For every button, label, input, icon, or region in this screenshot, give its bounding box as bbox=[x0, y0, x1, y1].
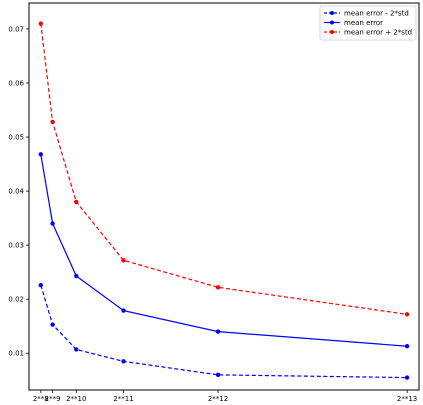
data-point bbox=[404, 375, 410, 380]
x-tick-label: 2**12 bbox=[208, 395, 228, 403]
data-point bbox=[74, 347, 79, 352]
x-axis: 2**82**9 2**10 2**11 2**12 2**13 bbox=[33, 390, 417, 403]
legend-label: mean error + 2*std bbox=[344, 29, 412, 37]
data-point bbox=[50, 322, 55, 327]
data-point bbox=[215, 372, 221, 378]
x-tick-label: 2**10 bbox=[66, 395, 86, 403]
x-tick-label: 2**8 bbox=[33, 395, 49, 403]
plot-frame bbox=[28, 2, 420, 391]
data-point bbox=[38, 152, 44, 157]
data-point bbox=[215, 329, 221, 334]
y-tick-label: 0.04 bbox=[8, 188, 24, 196]
data-point bbox=[50, 221, 55, 226]
series-line bbox=[40, 154, 408, 347]
data-point bbox=[121, 308, 126, 313]
data-point bbox=[404, 312, 410, 317]
data-point bbox=[404, 344, 410, 349]
y-tick-label: 0.05 bbox=[8, 134, 24, 142]
legend-label: mean error - 2*std bbox=[344, 10, 409, 18]
series-1 bbox=[38, 152, 410, 349]
legend-swatch-marker bbox=[330, 30, 334, 34]
series-layer bbox=[38, 21, 410, 380]
legend-box bbox=[319, 5, 417, 41]
data-point bbox=[38, 21, 44, 26]
series-line bbox=[40, 23, 408, 315]
data-point bbox=[50, 119, 55, 125]
y-tick-label: 0.07 bbox=[8, 25, 24, 33]
data-point bbox=[74, 199, 79, 205]
y-axis: 0.01 0.02 0.03 0.04 0.05 0.06 0.07 bbox=[8, 25, 29, 358]
legend-swatch-marker bbox=[330, 20, 334, 25]
legend-label: mean error bbox=[344, 19, 383, 27]
x-tick-label: 2**11 bbox=[113, 395, 133, 403]
series-line bbox=[40, 284, 408, 379]
legend-swatch-marker bbox=[330, 11, 334, 15]
y-tick-label: 0.01 bbox=[8, 350, 24, 358]
data-point bbox=[121, 258, 126, 263]
x-tick-label: 2**9 bbox=[45, 395, 61, 403]
y-tick-label: 0.06 bbox=[8, 79, 24, 87]
series-0 bbox=[38, 282, 410, 380]
data-point bbox=[121, 359, 126, 364]
x-tick-label: 2**13 bbox=[397, 395, 417, 403]
data-point bbox=[215, 285, 221, 290]
series-2 bbox=[38, 21, 410, 317]
y-tick-label: 0.03 bbox=[8, 242, 24, 250]
data-point bbox=[74, 273, 79, 279]
y-tick-label: 0.02 bbox=[8, 296, 24, 304]
data-point bbox=[38, 282, 44, 288]
